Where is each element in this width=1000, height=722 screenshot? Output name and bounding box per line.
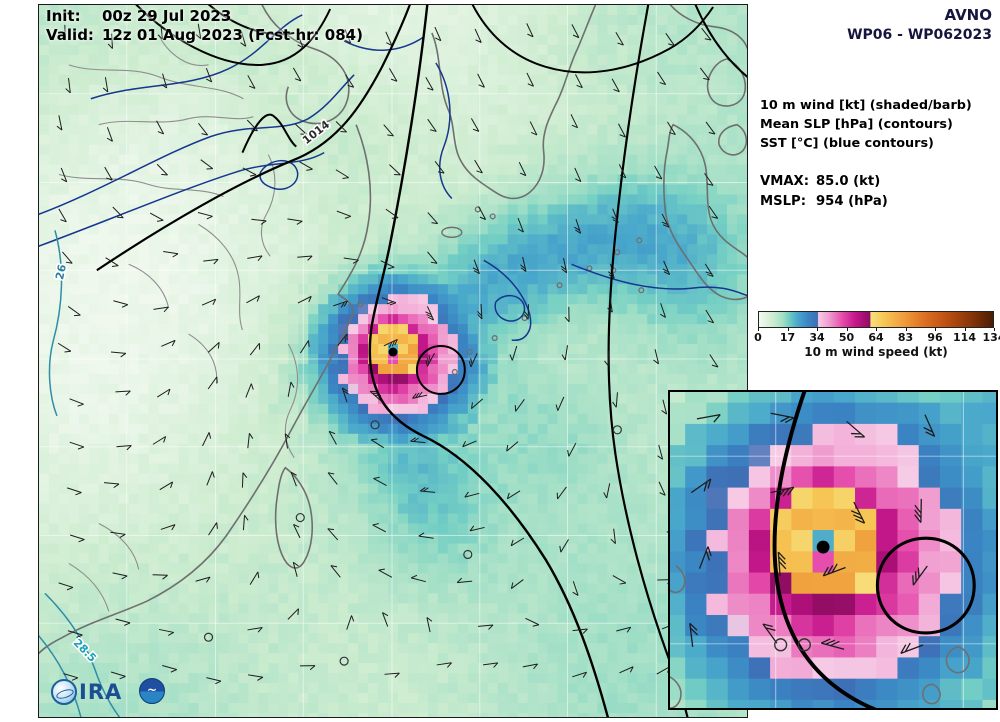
colorbar-tick: 64 bbox=[868, 331, 884, 344]
model-name: AVNO bbox=[944, 6, 992, 24]
colorbar-tickmark bbox=[905, 328, 907, 331]
colorbar-tickmark bbox=[787, 328, 789, 331]
storm-stats: VMAX: 85.0 (kt) MSLP: 954 (hPa) bbox=[760, 172, 888, 212]
noaa-logo-icon: ~ bbox=[139, 678, 165, 704]
cira-logo-text: IRA bbox=[79, 680, 123, 704]
mslp-line: MSLP: 954 (hPa) bbox=[760, 194, 888, 209]
cira-globe-icon bbox=[51, 679, 77, 705]
storm-id: WP06 - WP062023 bbox=[847, 27, 992, 43]
inset-canvas bbox=[670, 392, 996, 708]
colorbar-gradient bbox=[758, 311, 994, 328]
map-header: Init: 00z 29 Jul 2023 Valid: 12z 01 Aug 20… bbox=[46, 7, 363, 45]
colorbar-tickmark bbox=[994, 328, 995, 331]
colorbar-tick: 134 bbox=[982, 331, 1000, 344]
panel-titles: AVNO WP06 - WP062023 bbox=[750, 6, 1000, 43]
colorbar-tick: 17 bbox=[779, 331, 796, 344]
main-map: 1014 26 28.5 Init: 00z 29 Jul 2023 Valid: 12… bbox=[38, 4, 748, 718]
vmax-line: VMAX: 85.0 (kt) bbox=[760, 174, 881, 189]
colorbar-ticks: 0 17 34 50 64 83 96 114 134 bbox=[754, 328, 1000, 344]
legend-sst: SST [°C] (blue contours) bbox=[760, 136, 934, 151]
colorbar-tickmark bbox=[817, 328, 818, 331]
colorbar-tick: 83 bbox=[897, 331, 914, 344]
colorbar-tick: 34 bbox=[809, 331, 825, 344]
legend-wind: 10 m wind [kt] (shaded/barb) bbox=[760, 98, 972, 113]
colorbar-block: 0 17 34 50 64 83 96 114 134 10 m wind speed (kt) bbox=[754, 311, 1000, 359]
cira-logo: IRA bbox=[51, 679, 122, 705]
colorbar-tick: 0 bbox=[754, 331, 762, 344]
colorbar-tickmark bbox=[846, 328, 848, 331]
colorbar-tickmark bbox=[876, 328, 877, 331]
colorbar-caption: 10 m wind speed (kt) bbox=[804, 345, 948, 359]
layer-legend: 10 m wind [kt] (shaded/barb) Mean SLP [h… bbox=[760, 96, 972, 153]
colorbar-tickmark bbox=[758, 328, 759, 331]
colorbar-tickmark bbox=[964, 328, 966, 331]
init-line: Init: 00z 29 Jul 2023 bbox=[46, 7, 232, 25]
inset-map bbox=[668, 390, 998, 710]
legend-slp: Mean SLP [hPa] (contours) bbox=[760, 117, 953, 132]
colorbar-tick: 50 bbox=[838, 331, 855, 344]
colorbar-tickmark bbox=[935, 328, 936, 331]
colorbar-tick: 96 bbox=[927, 331, 943, 344]
valid-line: Valid: 12z 01 Aug 2023 (Fcst hr: 084) bbox=[46, 26, 363, 44]
colorbar-tick: 114 bbox=[953, 331, 976, 344]
